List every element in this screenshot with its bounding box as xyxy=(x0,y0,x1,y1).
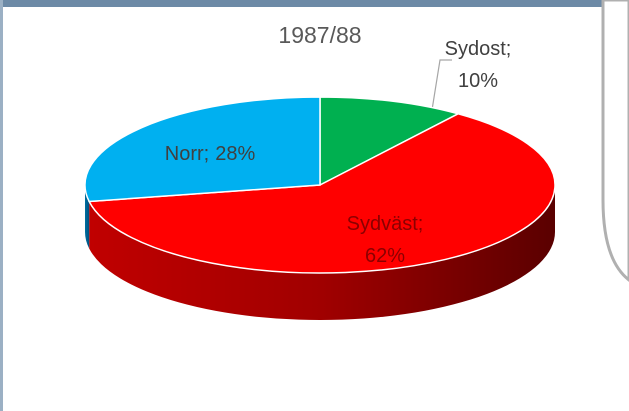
data-label: Sydost; 10% xyxy=(445,38,512,92)
slice-side xyxy=(89,185,555,320)
value-label: 28% xyxy=(215,143,255,165)
chart-title: 1987/88 xyxy=(278,22,361,48)
label-separator: ; xyxy=(204,143,210,165)
data-label: Sydväst; 62% xyxy=(347,213,424,267)
slice xyxy=(87,113,556,274)
slice xyxy=(84,96,321,203)
data-label: Norr; 28% xyxy=(165,143,256,165)
pie xyxy=(84,96,556,320)
slice xyxy=(319,96,461,187)
window-edge xyxy=(601,0,629,282)
category-name: Norr xyxy=(165,143,204,165)
top-strip xyxy=(0,0,629,7)
category-name: Sydost xyxy=(445,38,507,60)
category-name: Sydväst xyxy=(347,213,419,235)
label-separator: ; xyxy=(506,38,512,60)
left-edge xyxy=(0,0,3,411)
labels: Sydost; 10%Sydväst; 62%Norr; 28% xyxy=(165,38,512,267)
label-separator: ; xyxy=(418,213,424,235)
value-label: 10% xyxy=(458,70,498,92)
value-label: 62% xyxy=(365,245,405,267)
leader-line xyxy=(431,59,452,111)
